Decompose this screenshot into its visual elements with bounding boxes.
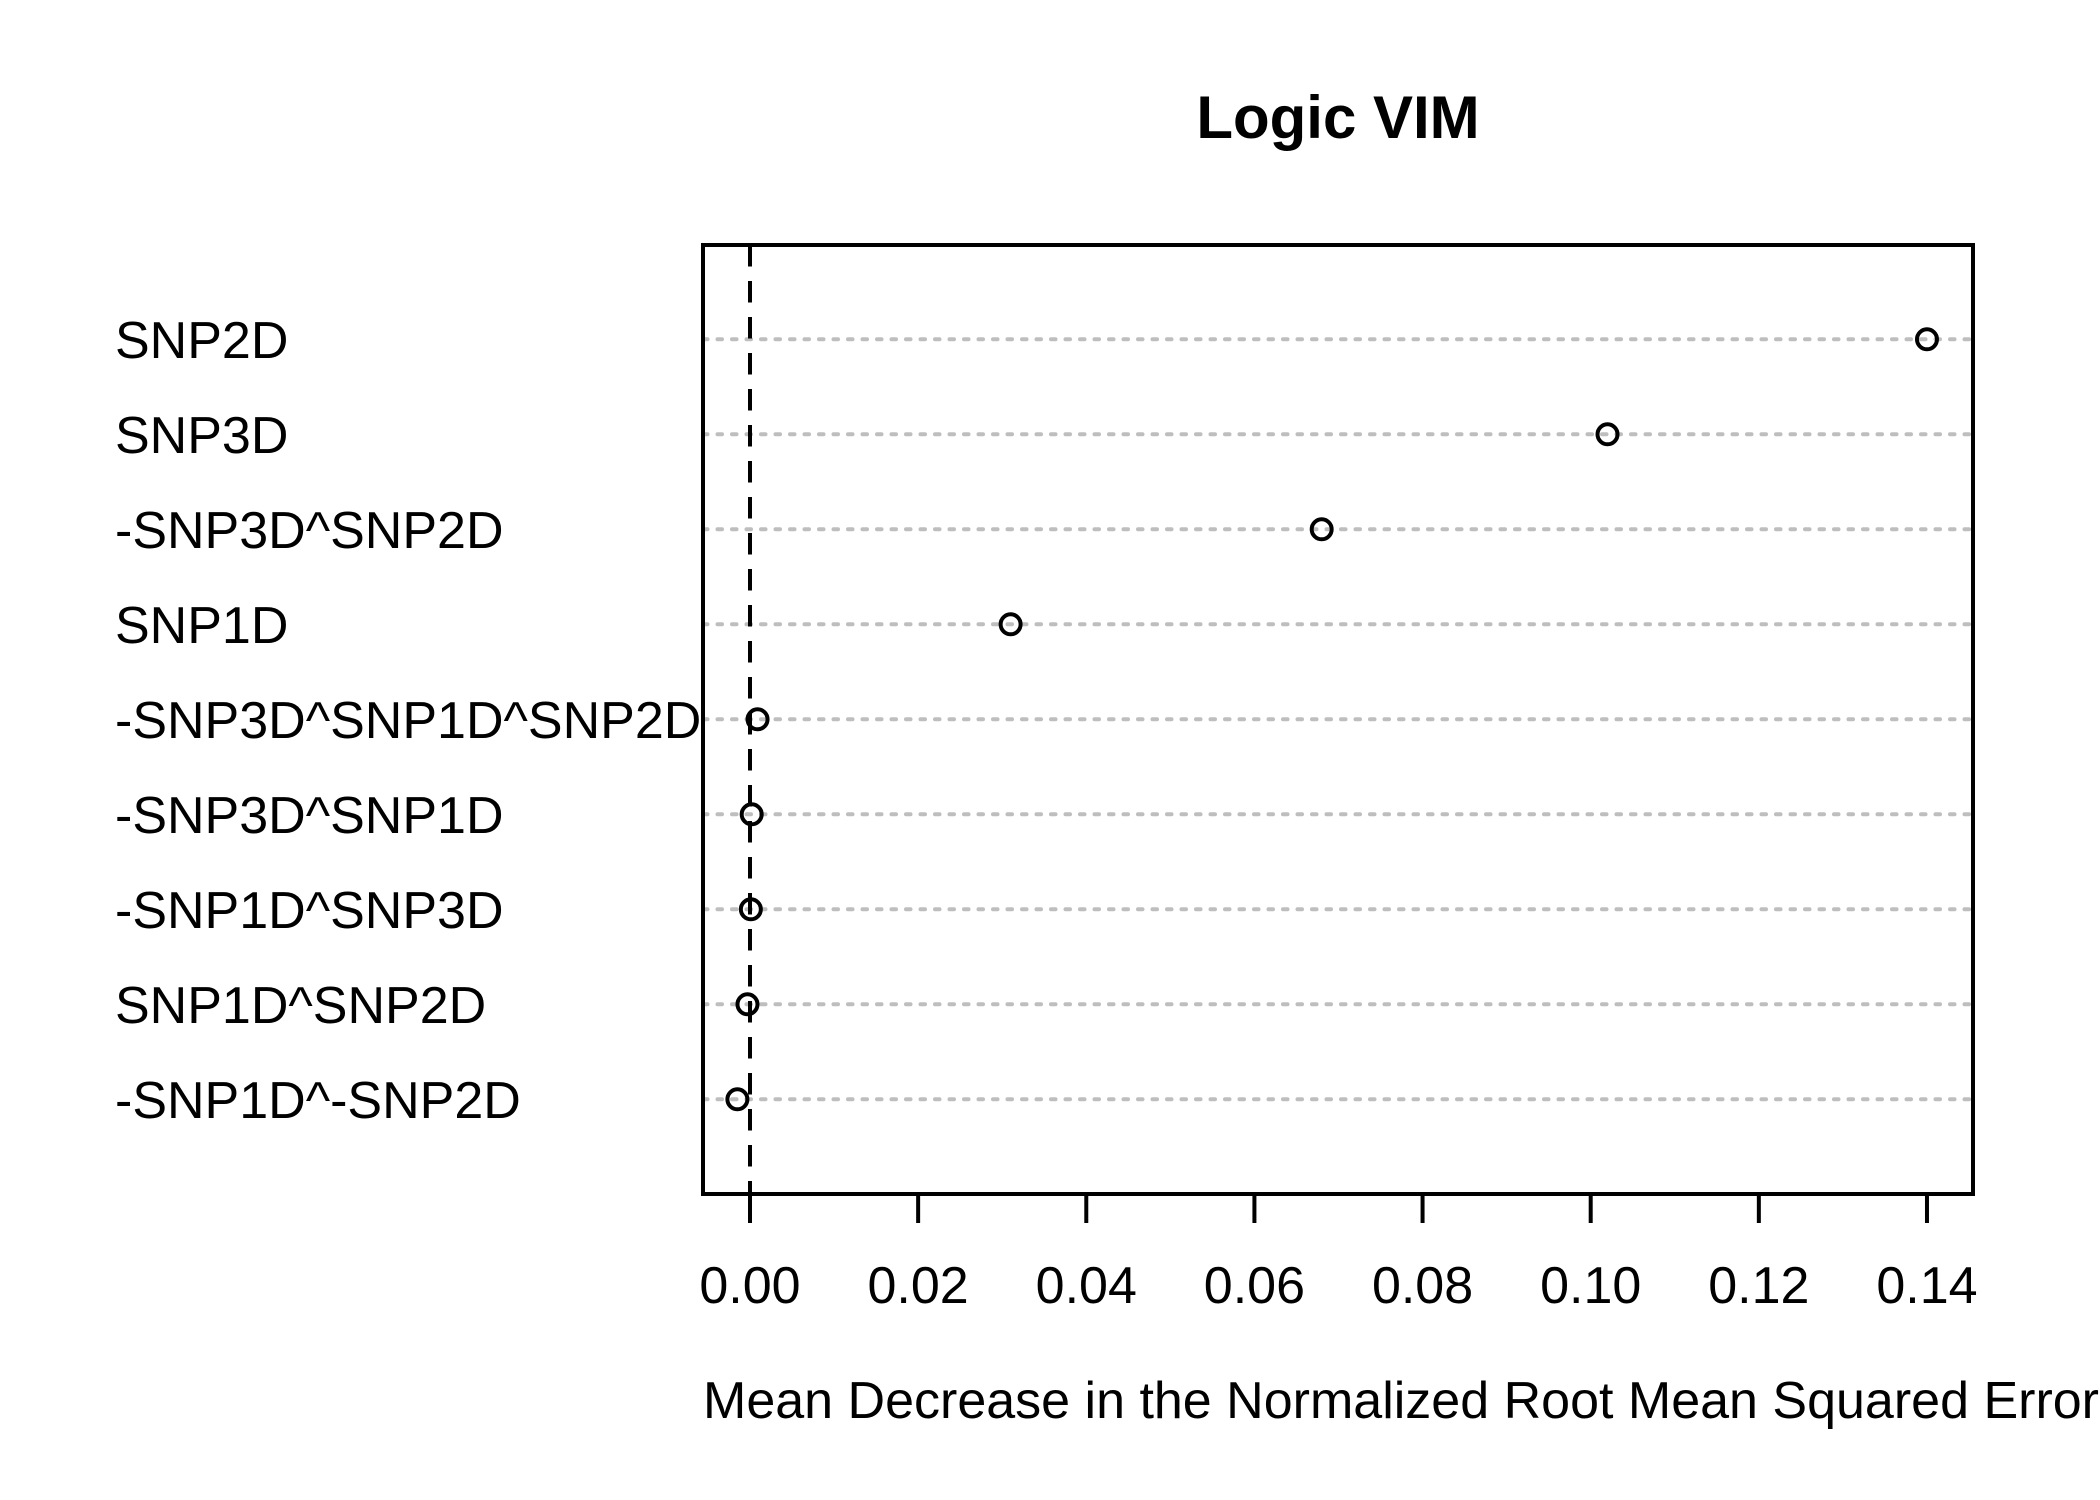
- data-point: [1595, 422, 1620, 447]
- y-axis-label: -SNP3D^SNP1D^SNP2D: [115, 692, 701, 750]
- data-point: [1309, 517, 1334, 542]
- y-axis-label: SNP1D^SNP2D: [115, 977, 486, 1035]
- data-point: [1914, 327, 1939, 352]
- y-axis-label: -SNP1D^SNP3D: [115, 882, 504, 940]
- y-axis-label: -SNP1D^-SNP2D: [115, 1072, 521, 1130]
- data-point: [739, 802, 764, 827]
- x-tick-label: 0.10: [1540, 1257, 1641, 1315]
- x-tick-label: 0.14: [1876, 1257, 1977, 1315]
- x-axis-label: Mean Decrease in the Normalized Root Mea…: [703, 1372, 2100, 1430]
- x-tick-label: 0.02: [868, 1257, 969, 1315]
- chart-title: Logic VIM: [1196, 84, 1480, 151]
- data-point: [738, 897, 763, 922]
- data-point: [735, 992, 760, 1017]
- x-tick-label: 0.06: [1204, 1257, 1305, 1315]
- data-point: [998, 612, 1023, 637]
- y-axis-label: SNP2D: [115, 312, 288, 370]
- data-point: [745, 707, 770, 732]
- x-tick-label: 0.12: [1708, 1257, 1809, 1315]
- x-tick-label: 0.00: [699, 1257, 800, 1315]
- y-axis-label: SNP1D: [115, 597, 288, 655]
- x-tick-label: 0.04: [1036, 1257, 1137, 1315]
- y-axis-label: SNP3D: [115, 407, 288, 465]
- plot-box: [701, 243, 1975, 1196]
- data-point: [725, 1087, 750, 1112]
- x-tick-label: 0.08: [1372, 1257, 1473, 1315]
- y-axis-label: -SNP3D^SNP2D: [115, 502, 504, 560]
- y-axis-label: -SNP3D^SNP1D: [115, 787, 504, 845]
